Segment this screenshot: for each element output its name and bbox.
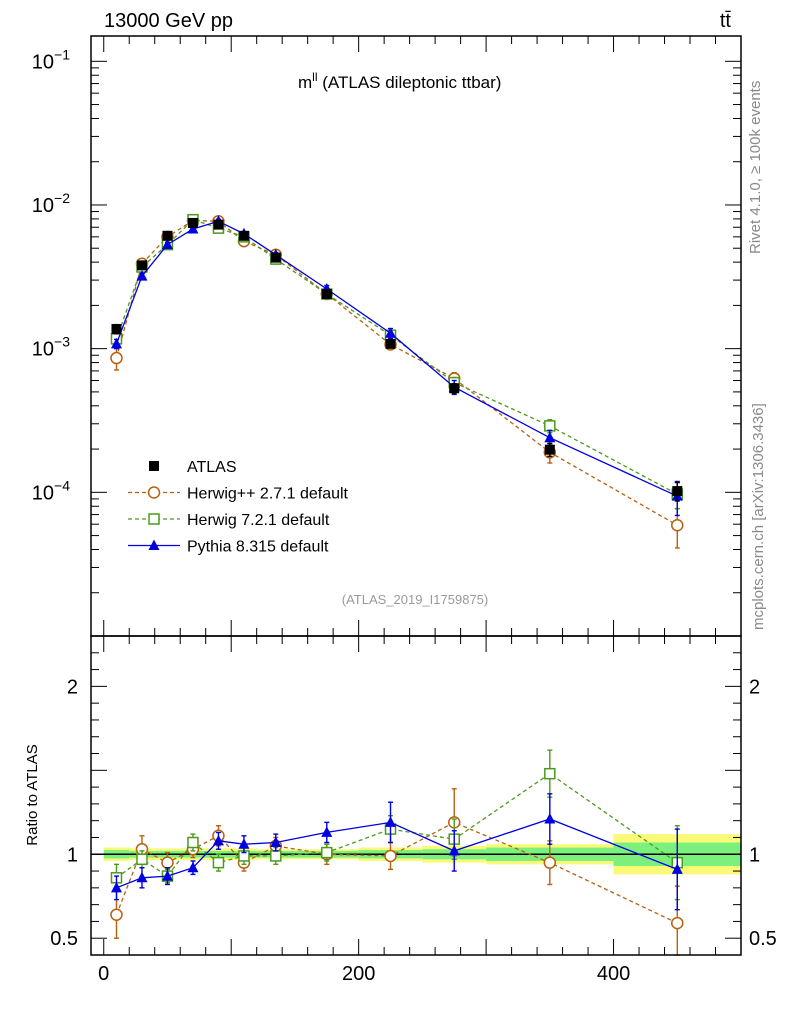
herwigpp-point <box>161 856 174 869</box>
main-ytick-exp: −1 <box>54 46 70 62</box>
atlas-data-point <box>187 217 198 228</box>
main-ytick-label: 10−2 <box>32 190 70 217</box>
pythia-point <box>136 270 148 281</box>
legend-label: ATLAS <box>187 459 237 476</box>
pythia-line <box>115 220 678 497</box>
atlas-data-point <box>270 252 281 263</box>
pythia-line <box>116 818 678 889</box>
herwigpp-point <box>671 518 684 532</box>
atlas-data-point <box>385 338 396 349</box>
pythia-point <box>161 870 173 881</box>
main-ytick-base: 10 <box>32 339 54 361</box>
pythia-point <box>238 838 250 849</box>
herwigpp-point <box>110 351 123 365</box>
legend-label: Herwig 7.2.1 default <box>187 512 330 529</box>
ratio-ytick-label-right: 2 <box>749 676 760 698</box>
ratio-xtick-label: 400 <box>597 963 630 985</box>
atlas-data-point <box>162 230 173 241</box>
atlas-data-point <box>321 289 332 300</box>
pythia-point <box>136 871 148 883</box>
pythia-point <box>110 337 122 349</box>
pythia-point <box>148 539 160 550</box>
rivet-label: Rivet 4.1.0, ≥ 100k events <box>747 81 764 254</box>
main-ytick-label: 10−1 <box>32 46 70 73</box>
ratio-ytick-label-right: 1 <box>749 844 760 866</box>
pythia-point <box>187 223 199 234</box>
herwigpp-point <box>543 856 557 869</box>
legend: ATLAS Herwig++ 2.7.1 default Herwig 7.2.1 … <box>128 459 349 556</box>
main-series-group <box>110 213 684 549</box>
pythia-point <box>448 844 460 856</box>
main-ytick-label: 10−4 <box>32 477 70 504</box>
ratio-ytick-label: 1 <box>67 844 78 866</box>
ratio-xtick-label: 0 <box>98 963 109 985</box>
ratio-xtick-label: 200 <box>342 963 375 985</box>
plot-title-main: m <box>298 73 312 92</box>
herwig7-point <box>544 420 556 432</box>
main-ytick-base: 10 <box>32 482 54 504</box>
energy-label: 13000 GeV pp <box>104 10 233 32</box>
atlas-data-point <box>136 260 147 271</box>
pythia-point <box>270 836 282 848</box>
pythia-point <box>321 826 333 837</box>
main-ytick-exp: −2 <box>54 190 70 206</box>
herwigpp-point <box>147 486 161 499</box>
atlas-data-point <box>544 444 555 455</box>
herwig7-line <box>115 218 678 495</box>
main-ytick-base: 10 <box>32 195 54 217</box>
pythia-point <box>187 861 199 873</box>
main-ytick-base: 10 <box>32 51 54 73</box>
ratio-ytick-label: 0.5 <box>50 928 78 950</box>
analysis-label: (ATLAS_2019_I1759875) <box>342 592 488 607</box>
ratio-ytick-label-right: 0.5 <box>749 928 777 950</box>
plot-title: mll (ATLAS dileptonic ttbar) <box>298 70 501 92</box>
atlas-data-point <box>111 324 122 335</box>
herwig7-point <box>270 850 282 862</box>
plot-title-rest: (ATLAS dileptonic ttbar) <box>318 73 502 92</box>
pythia-point <box>161 238 173 250</box>
atlas-data-point <box>449 383 460 394</box>
process-label: tt̄ <box>720 10 732 32</box>
atlas-data-point <box>149 461 159 471</box>
herwig7-point <box>187 836 199 849</box>
pythia-point <box>110 881 122 893</box>
pythia-point <box>212 834 224 846</box>
ratio-frame <box>90 635 742 956</box>
plot-title-sup: ll <box>312 70 317 84</box>
atlas-data-point <box>238 230 249 241</box>
herwig7-point <box>321 846 333 859</box>
legend-label: Pythia 8.315 default <box>187 539 329 556</box>
main-ytick-exp: −4 <box>54 477 70 493</box>
herwigpp-point <box>671 916 684 930</box>
main-ytick-label: 10−3 <box>32 334 70 361</box>
ratio-series-group <box>110 749 684 956</box>
pythia-point <box>385 327 397 338</box>
atlas-data-point <box>213 219 224 230</box>
pythia-point <box>544 431 556 443</box>
herwig7-point <box>212 856 225 869</box>
herwig7-point <box>148 513 160 525</box>
ratio-ytick-label: 2 <box>67 676 78 698</box>
main-ytick-exp: −3 <box>54 334 70 350</box>
pythia-point <box>544 813 556 824</box>
herwigpp-point <box>110 908 123 921</box>
herwig7-point <box>544 767 556 780</box>
pythia-point <box>385 816 397 827</box>
pythia-point <box>671 863 683 874</box>
ratio-ylabel: Ratio to ATLAS <box>24 744 41 845</box>
herwig7-point <box>136 853 148 866</box>
herwigpp-point <box>384 849 397 863</box>
mcplots-label: mcplots.cern.ch [arXiv:1306.3436] <box>750 403 767 630</box>
legend-label: Herwig++ 2.7.1 default <box>187 486 349 503</box>
atlas-data-point <box>672 486 683 497</box>
